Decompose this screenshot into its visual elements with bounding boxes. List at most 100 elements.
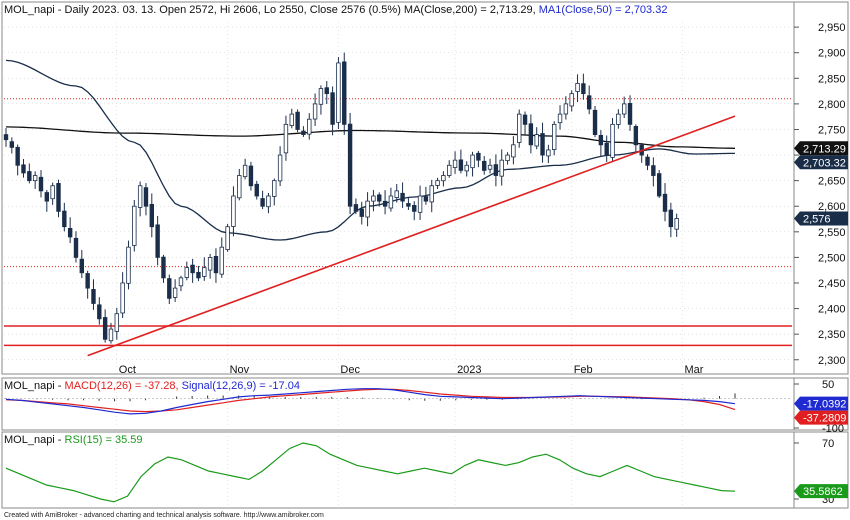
candle-body-up — [312, 103, 318, 120]
candle-body-down — [102, 317, 108, 340]
macd-header-signal: Signal(12,26,9) = -17.04 — [182, 380, 300, 392]
candle-body-up — [499, 159, 504, 177]
macd-tick-label: -100 — [822, 423, 844, 435]
candle — [161, 254, 166, 283]
candle-body-down — [633, 126, 639, 146]
candle — [592, 105, 598, 138]
candle — [149, 193, 154, 238]
macd-last-value-tag: -37.2809 — [794, 410, 848, 425]
candle — [662, 183, 668, 222]
candle-body-down — [155, 224, 160, 258]
price-tick-label: 2,450 — [818, 278, 846, 290]
candle — [563, 96, 569, 120]
candle-body-down — [627, 103, 633, 125]
candle — [9, 137, 15, 154]
candle-body-down — [645, 156, 650, 166]
candle-body-up — [289, 113, 294, 126]
candle — [452, 151, 458, 174]
candle-body-up — [417, 195, 423, 213]
candle-body-up — [32, 175, 38, 182]
candle — [587, 85, 592, 115]
candle-body-down — [482, 160, 487, 171]
candle-body-up — [511, 144, 516, 158]
price-header: MOL_napi - Daily 2023. 03. 13. Open 2572… — [4, 4, 667, 16]
macd-header-macd: MACD(12,26) = -37.28, — [65, 380, 182, 392]
candle-body-down — [38, 176, 44, 192]
candle — [447, 160, 452, 178]
candle — [225, 223, 230, 252]
candle — [522, 111, 528, 135]
candle-body-up — [307, 118, 312, 135]
candle-body-up — [517, 113, 522, 143]
candle-body-up — [464, 164, 469, 172]
candle — [557, 105, 563, 130]
candle — [412, 201, 417, 221]
candle — [242, 158, 248, 180]
candle-body-down — [382, 200, 388, 207]
candle — [27, 163, 32, 184]
candle-body-up — [616, 113, 621, 125]
candle-body-up — [225, 226, 230, 250]
candle — [616, 109, 621, 129]
price-tick-label: 2,850 — [818, 73, 846, 85]
last-value-tags-layer: 2,713.29 2,703.32 2,576 -17.0392 -37.2809 35.… — [794, 141, 848, 499]
price-last-value-tag: 2,703.32 — [794, 155, 848, 170]
horizontal-lines-layer — [4, 98, 792, 347]
price-tick-label: 2,650 — [818, 176, 846, 188]
candle-body-up — [534, 134, 539, 147]
candle-body-down — [248, 165, 254, 187]
price-axis-frame — [793, 1, 849, 375]
candle-body-down — [528, 123, 534, 146]
candle-body-down — [213, 255, 219, 274]
candle — [318, 85, 324, 115]
candle — [330, 86, 335, 136]
candle-body-up — [621, 103, 627, 115]
candle-body-down — [295, 111, 300, 130]
candle — [254, 180, 259, 200]
candle-body-up — [114, 313, 120, 332]
macd-panel — [1, 377, 795, 431]
candle-body-down — [161, 256, 166, 279]
candle-body-up — [172, 287, 178, 298]
candle-body-up — [318, 88, 324, 105]
candle — [482, 156, 487, 175]
candle-body-down — [540, 133, 545, 156]
candle — [97, 297, 102, 325]
x-axis-label: Feb — [574, 364, 593, 376]
rsi-tick-label: 70 — [822, 438, 834, 450]
x-axis-label: Dec — [340, 364, 360, 376]
candle-body-up — [120, 282, 125, 314]
footer-credit: Created with AmiBroker - advanced charti… — [4, 512, 324, 519]
candle-body-up — [137, 185, 143, 208]
rsi-panel — [1, 431, 795, 509]
candle — [621, 96, 627, 119]
x-axis-label: Mar — [685, 364, 704, 376]
candle — [668, 202, 674, 238]
candle-body-down — [476, 152, 481, 161]
price-tick-label: 2,600 — [818, 201, 846, 213]
candle — [231, 186, 236, 237]
candle-body-up — [557, 113, 563, 124]
price-header-base: MOL_napi - Daily 2023. 03. 13. Open 2572… — [4, 4, 404, 16]
macd-last-value-tag-label: -17.0392 — [803, 399, 846, 411]
candle-body-up — [610, 123, 615, 158]
candle-body-up — [569, 93, 574, 107]
candle — [651, 157, 656, 187]
candle — [388, 187, 394, 212]
candle — [137, 181, 143, 217]
candle-body-down — [73, 237, 79, 258]
candle — [377, 192, 382, 207]
candle-body-up — [546, 149, 551, 157]
candle-body-down — [330, 92, 335, 125]
price-last-value-tag-shape — [794, 155, 848, 170]
price-header-ma50: MA1(Close,50) = 2,703.32 — [539, 4, 668, 16]
candle-body-down — [254, 183, 259, 197]
candle-body-down — [44, 192, 50, 202]
candle — [307, 113, 312, 140]
candle-body-up — [277, 154, 283, 182]
x-axis-label: Nov — [230, 364, 250, 376]
candle — [342, 52, 347, 135]
candle — [382, 190, 388, 215]
candle — [38, 170, 44, 198]
rsi-header: MOL_napi - RSI(15) = 35.59 — [4, 434, 143, 446]
